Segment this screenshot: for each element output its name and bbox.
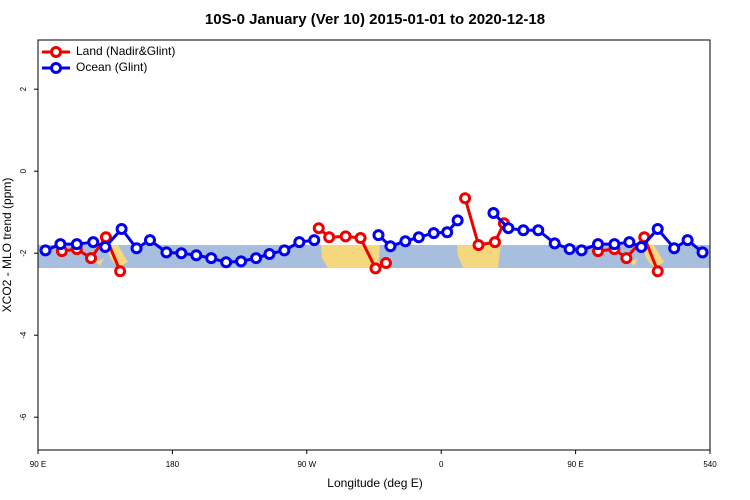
- point: [339, 230, 352, 243]
- point: [532, 224, 545, 237]
- point: [651, 223, 664, 236]
- point: [312, 222, 325, 235]
- point: [575, 244, 588, 257]
- point: [175, 247, 188, 260]
- point: [620, 252, 633, 265]
- point: [130, 242, 143, 255]
- point: [369, 262, 382, 275]
- point: [592, 238, 604, 251]
- legend-marker: [50, 46, 62, 58]
- point: [99, 231, 112, 244]
- x-tick-label: 540: [703, 460, 717, 469]
- point: [427, 227, 440, 240]
- point: [85, 252, 98, 265]
- y-tick-label: 2: [19, 86, 28, 91]
- point: [487, 207, 500, 220]
- point: [87, 236, 100, 249]
- x-tick-label: 0: [439, 460, 444, 469]
- point: [472, 239, 485, 251]
- point: [99, 241, 112, 254]
- legend-label: Ocean (Glint): [76, 60, 147, 74]
- point: [372, 229, 385, 242]
- legend-label: Land (Nadir&Glint): [76, 44, 175, 58]
- point: [517, 224, 530, 237]
- point: [144, 234, 156, 247]
- point: [308, 234, 321, 247]
- plot-frame: [37, 39, 711, 451]
- x-tick-label: 90 E: [567, 460, 583, 469]
- point: [354, 232, 367, 245]
- point: [668, 242, 681, 255]
- point: [399, 235, 412, 248]
- point: [441, 226, 454, 239]
- legend-marker: [50, 62, 62, 74]
- map-band: [38, 245, 710, 268]
- chart-title: 10S-0 January (Ver 10) 2015-01-01 to 202…: [205, 11, 545, 28]
- y-axis-label: XCO2 - MLO trend (ppm): [0, 178, 14, 313]
- y-tick-label: -4: [19, 331, 28, 339]
- x-tick-label: 90 W: [297, 460, 316, 469]
- point: [205, 252, 218, 265]
- x-tick-label: 90 E: [30, 460, 46, 469]
- x-axis-label: Longitude (deg E): [327, 476, 422, 490]
- point: [608, 238, 621, 251]
- point: [488, 236, 501, 249]
- point: [220, 256, 233, 269]
- point: [235, 255, 248, 268]
- point: [635, 241, 648, 254]
- point: [412, 231, 425, 244]
- point: [623, 236, 636, 249]
- point: [70, 238, 83, 251]
- point: [651, 265, 664, 278]
- point: [115, 223, 128, 236]
- point: [54, 238, 67, 251]
- y-tick-label: -2: [19, 249, 28, 257]
- point: [39, 244, 52, 257]
- point: [384, 240, 397, 253]
- point: [293, 236, 306, 249]
- point: [548, 237, 561, 250]
- point: [451, 214, 464, 227]
- point: [263, 248, 276, 261]
- point: [696, 246, 709, 259]
- point: [681, 234, 694, 247]
- point: [459, 192, 472, 205]
- point: [563, 243, 576, 256]
- point: [190, 249, 203, 262]
- point: [502, 222, 515, 235]
- point: [379, 257, 392, 270]
- y-tick-label: 0: [19, 168, 28, 173]
- y-tick-label: -6: [19, 413, 28, 421]
- point: [250, 252, 263, 265]
- point: [323, 231, 336, 244]
- x-tick-label: 180: [166, 460, 180, 469]
- point: [114, 265, 127, 278]
- point: [278, 244, 291, 257]
- point: [160, 246, 173, 259]
